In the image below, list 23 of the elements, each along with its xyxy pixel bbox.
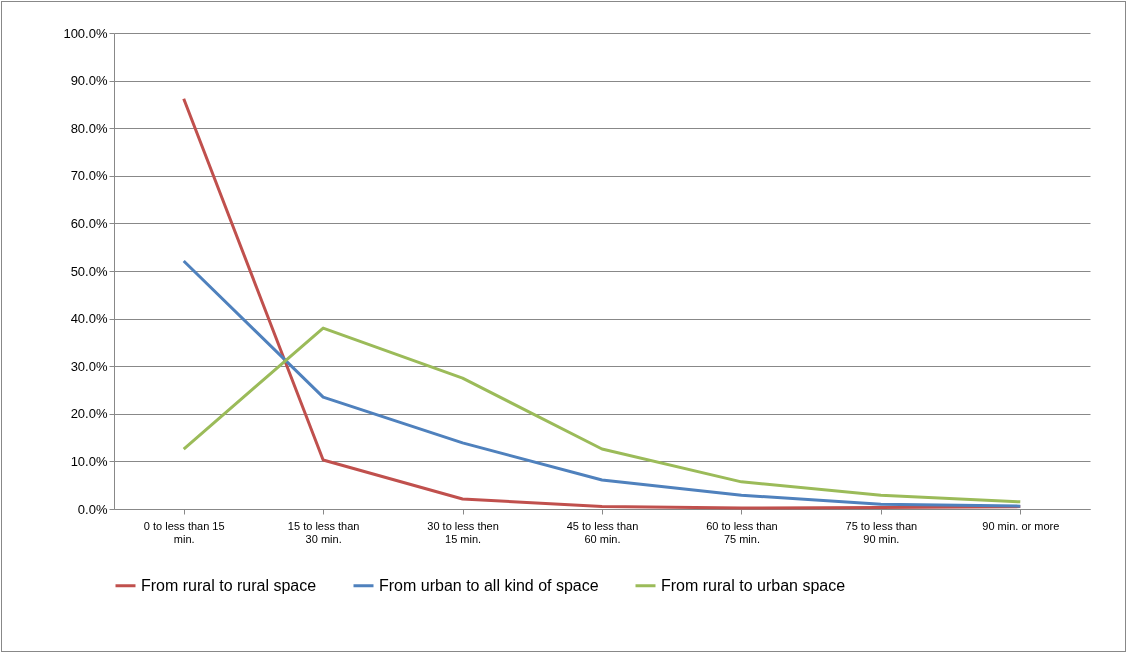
legend-label: From rural to rural space [141,576,317,594]
x-tick-label: 45 to less than 60 min. [566,519,639,545]
x-tick-label: 60 to less than 75 min. [706,519,778,545]
y-tick-label: 30.0% [70,358,108,374]
y-tick-label: 60.0% [70,215,108,231]
legend-label: From rural to urban space [661,576,846,594]
y-tick-label: 0.0% [77,501,108,517]
line-series [182,326,1022,504]
x-tick-label: 30 to less then 15 min. [427,519,499,545]
y-tick-label: 20.0% [70,406,108,422]
y-tick-label: 100.0% [63,25,108,41]
y-tick-label: 70.0% [70,168,108,184]
line-series [182,259,1022,508]
x-tick-label: 15 to less than 30 min. [287,519,360,545]
x-tick-label: 90 min. or more [982,519,1060,532]
y-tick-label: 10.0% [70,453,108,469]
y-tick-label: 80.0% [70,120,108,136]
x-tick-label: 0 to less than 15 min. [143,519,225,545]
y-tick-label: 40.0% [70,311,108,327]
y-tick-label: 90.0% [70,73,108,89]
x-tick-label: 75 to less than 90 min. [845,519,918,545]
y-tick-label: 50.0% [70,263,108,279]
legend-label: From urban to all kind of space [379,576,599,594]
